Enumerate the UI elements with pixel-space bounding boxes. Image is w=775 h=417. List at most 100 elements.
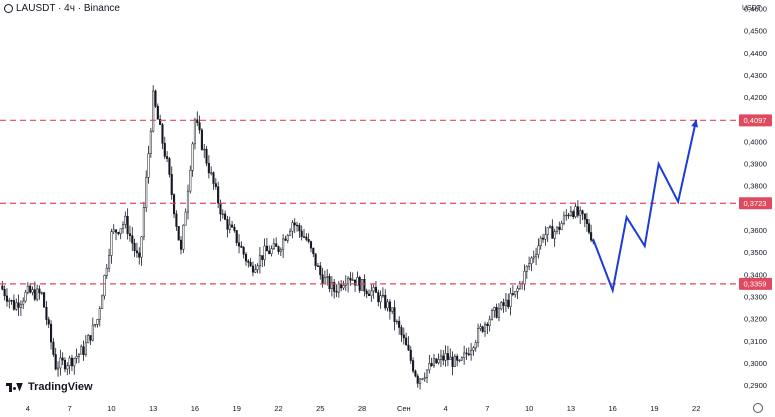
candle-body (546, 227, 549, 235)
candle (486, 322, 489, 335)
candle (537, 238, 540, 259)
candle-body (184, 211, 187, 226)
candle-body (293, 222, 296, 226)
candle-body (497, 308, 501, 318)
time-tick-label: 16 (191, 404, 199, 413)
candle-body (56, 367, 60, 370)
candle (54, 347, 57, 371)
candle (33, 281, 36, 302)
candle-body (372, 287, 375, 292)
candle (388, 299, 391, 320)
candle-body (210, 172, 213, 174)
candle (409, 346, 412, 364)
candle-body (154, 90, 157, 107)
gear-icon[interactable] (753, 403, 763, 413)
candle-body (395, 320, 398, 323)
candle (483, 321, 487, 337)
candle (242, 246, 245, 259)
candle-body (316, 265, 319, 267)
candle (15, 298, 18, 311)
candle-body (585, 219, 588, 224)
candle (117, 231, 120, 236)
candle-body (31, 289, 34, 293)
candle (500, 300, 503, 311)
time-tick-label: 7 (68, 404, 72, 413)
candle (66, 362, 69, 376)
candle (302, 229, 306, 238)
candle-body (474, 342, 477, 349)
candle-body (198, 122, 201, 131)
candle-body (412, 360, 415, 372)
candle (17, 294, 20, 316)
candle-body (105, 267, 108, 276)
candle-body (131, 235, 134, 244)
level-badge (739, 277, 772, 290)
candle-body (458, 359, 461, 362)
candle (154, 89, 157, 109)
candle (451, 351, 454, 376)
candle-body (52, 341, 55, 355)
candle-body (483, 323, 487, 332)
candle (182, 224, 185, 254)
candle (370, 284, 373, 302)
candle (52, 338, 55, 357)
candle-body (576, 206, 579, 216)
candle-body (500, 302, 503, 310)
candle-body (161, 124, 164, 144)
candle (307, 233, 310, 244)
candle (326, 269, 329, 286)
price-tick-label: 0,3200 (744, 315, 767, 324)
candle-body (528, 263, 531, 267)
candle (47, 316, 50, 329)
candle (590, 224, 593, 243)
candle-body (63, 359, 67, 370)
candle (226, 216, 229, 238)
candle-body (228, 224, 231, 230)
tradingview-logo[interactable]: TradingView (6, 381, 93, 393)
candle (8, 297, 11, 309)
candle-body (333, 282, 336, 292)
candle-body (539, 237, 542, 247)
time-tick-label: 10 (525, 404, 533, 413)
candle (497, 303, 501, 322)
candle-body (507, 299, 510, 307)
candle-body (207, 163, 210, 174)
candle (10, 299, 13, 305)
candle-body (432, 358, 436, 366)
candle-body (351, 279, 354, 281)
candle-body (212, 172, 215, 184)
tradingview-logo-text: TradingView (28, 381, 93, 393)
candle (572, 209, 575, 220)
candle (1, 280, 4, 291)
candle-body (214, 183, 217, 187)
candle-body (305, 236, 308, 240)
candle (532, 250, 535, 263)
candle (467, 347, 470, 357)
candle-body (439, 355, 442, 360)
candle (386, 298, 389, 312)
candle (289, 228, 292, 237)
candle-body (205, 148, 208, 164)
candle-body (558, 226, 561, 230)
candle (38, 285, 41, 300)
candle-body (356, 277, 359, 286)
candle-body (75, 356, 78, 359)
currency-label: USDT (742, 5, 762, 12)
candle (528, 256, 531, 271)
candle (398, 316, 401, 335)
candle (173, 193, 176, 219)
candle-body (523, 271, 526, 285)
candle-body (87, 335, 90, 344)
candle-body (400, 327, 403, 336)
candle-body (182, 224, 185, 250)
candle-body (537, 245, 540, 255)
candle (200, 128, 203, 151)
candle (300, 225, 303, 241)
candle (405, 332, 408, 346)
candle (323, 270, 326, 285)
candle-body (456, 356, 459, 361)
candle (379, 290, 382, 309)
candle-body (298, 224, 301, 232)
candle (142, 201, 145, 241)
